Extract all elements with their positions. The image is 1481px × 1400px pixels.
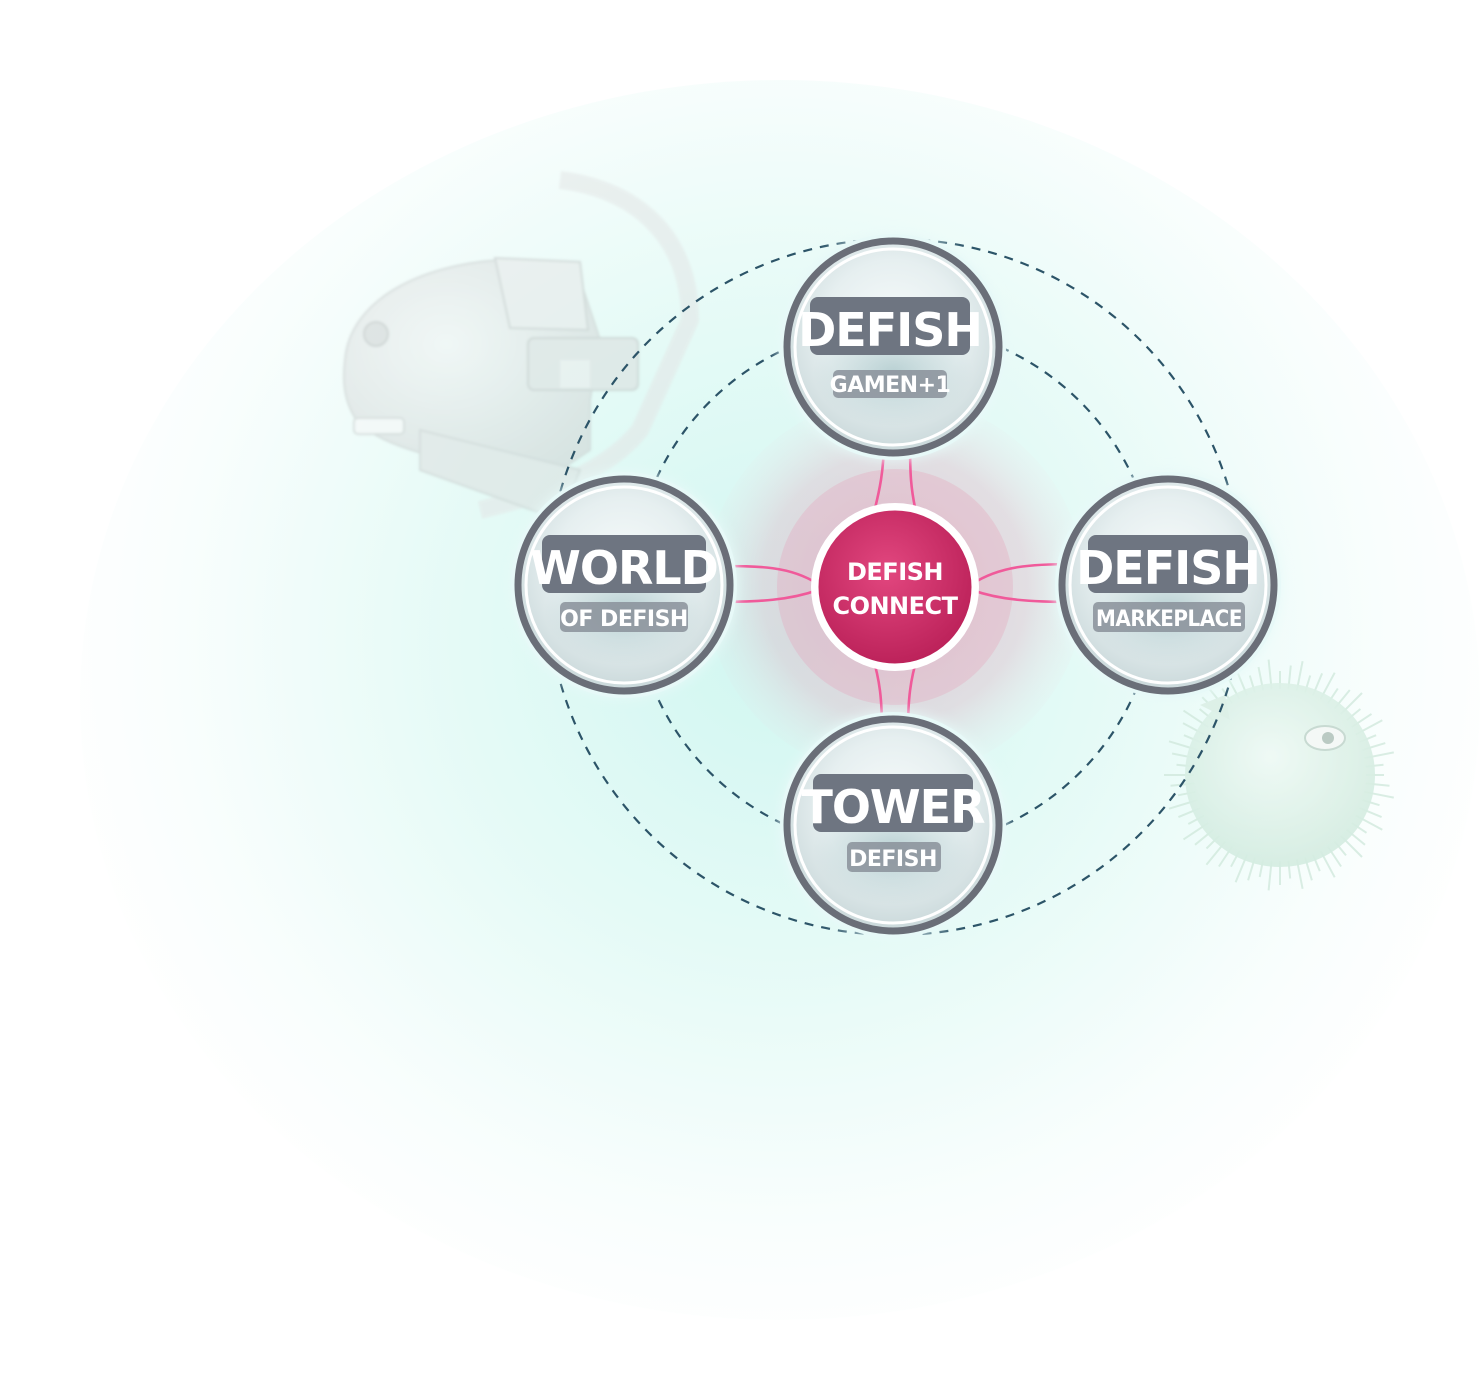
node-subtitle-plate [847,842,941,872]
node-subtitle-plate [1093,602,1245,632]
node-title-plate [1088,535,1248,593]
node-subtitle: OF DEFISH [560,607,688,632]
node-title: DEFISH [1076,541,1260,595]
center-node[interactable]: DEFISH CONNECT [811,503,979,671]
pufferfish-icon [1164,659,1394,891]
node-subtitle: MARKEPLACE [1096,607,1242,632]
node-subtitle-plate [833,370,947,398]
node-title-plate [542,535,706,593]
node-subtitle: GAMEN+1 [830,373,951,398]
node-title: WORLD [530,541,718,595]
node-title: TOWER [801,780,985,834]
node-defish-gamen[interactable]: DEFISH GAMEN+1 [780,234,1006,460]
node-defish-marketplace[interactable]: DEFISH MARKEPLACE [1055,472,1281,698]
robot-fish-icon [342,171,700,522]
node-title-plate [810,297,970,355]
node-title: DEFISH [798,303,982,357]
node-tower-defish[interactable]: TOWER DEFISH [780,712,1006,938]
node-title-plate [813,774,973,832]
node-subtitle: DEFISH [849,847,937,872]
node-subtitle-plate [560,602,688,632]
node-world-of-defish[interactable]: WORLD OF DEFISH [511,472,737,698]
center-label-line1: DEFISH [847,558,943,586]
center-label-line2: CONNECT [832,592,958,620]
